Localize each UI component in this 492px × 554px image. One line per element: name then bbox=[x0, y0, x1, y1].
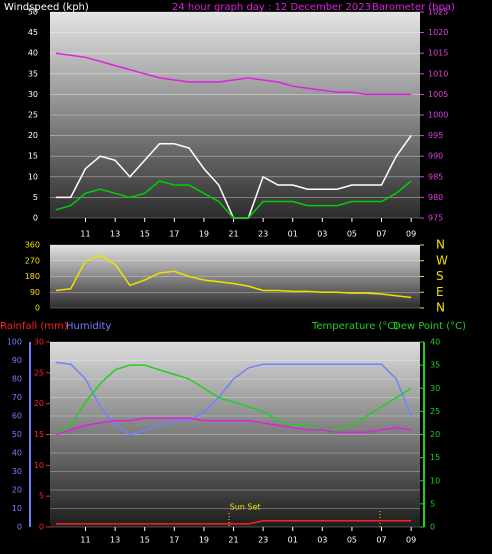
y2-tick-label: 990 bbox=[428, 152, 443, 161]
header-label: Windspeed (kph) bbox=[4, 2, 89, 13]
y-tick-label: 90 bbox=[12, 356, 22, 365]
series-line bbox=[55, 52, 412, 96]
y2-tick-label: E bbox=[436, 285, 444, 299]
x-tick-label: 03 bbox=[317, 536, 327, 545]
header-label: Temperature (°C) bbox=[311, 321, 398, 332]
x-tick-label: 17 bbox=[169, 536, 179, 545]
y2-tick-label: 1010 bbox=[428, 69, 448, 78]
y-tick-label: 15 bbox=[28, 152, 38, 161]
event-label: Sun Set bbox=[230, 503, 261, 512]
y2-tick-label: 1000 bbox=[428, 111, 448, 120]
x-tick-label: 13 bbox=[110, 536, 120, 545]
y2-tick-label: 1005 bbox=[428, 90, 448, 99]
x-tick-label: 01 bbox=[288, 536, 298, 545]
x-tick-label: 07 bbox=[376, 230, 386, 239]
x-tick-label: 15 bbox=[140, 230, 150, 239]
y2-tick-label: 5 bbox=[430, 499, 435, 508]
y-tick-label: 40 bbox=[28, 49, 38, 58]
y2-tick-label: 985 bbox=[428, 172, 443, 181]
y3-tick-label: 0 bbox=[39, 523, 44, 532]
y-tick-label: 180 bbox=[25, 272, 40, 281]
x-tick-label: 21 bbox=[228, 536, 238, 545]
x-tick-label: 13 bbox=[110, 230, 120, 239]
y2-tick-label: N bbox=[436, 301, 445, 315]
x-tick-label: 01 bbox=[288, 230, 298, 239]
y-tick-label: 30 bbox=[12, 467, 22, 476]
y2-tick-label: 40 bbox=[430, 338, 440, 347]
y-tick-label: 0 bbox=[33, 214, 38, 223]
x-tick-label: 23 bbox=[258, 536, 268, 545]
y-tick-label: 5 bbox=[33, 193, 38, 202]
y3-tick-label: 15 bbox=[34, 430, 44, 439]
y-tick-label: 50 bbox=[28, 8, 38, 17]
y-tick-label: 80 bbox=[12, 375, 22, 384]
x-tick-label: 23 bbox=[258, 230, 268, 239]
header-label: 24 hour graph day : 12 December 2023 bbox=[172, 2, 371, 13]
y-tick-label: 20 bbox=[28, 131, 38, 140]
y3-tick-label: 10 bbox=[34, 461, 44, 470]
y-tick-label: 70 bbox=[12, 393, 22, 402]
x-tick-label: 15 bbox=[140, 536, 150, 545]
y3-tick-label: 25 bbox=[34, 368, 44, 377]
series-line bbox=[55, 254, 412, 299]
y2-tick-label: 20 bbox=[430, 430, 440, 439]
y2-tick-label: 10 bbox=[430, 476, 440, 485]
x-tick-label: 11 bbox=[80, 230, 90, 239]
y-tick-label: 270 bbox=[25, 256, 40, 265]
y2-tick-label: 1025 bbox=[428, 8, 448, 17]
x-tick-label: 05 bbox=[347, 536, 357, 545]
y-tick-label: 60 bbox=[12, 412, 22, 421]
y2-tick-label: 15 bbox=[430, 453, 440, 462]
y2-tick-label: 0 bbox=[430, 523, 435, 532]
y-tick-label: 100 bbox=[7, 338, 22, 347]
y3-tick-label: 20 bbox=[34, 399, 44, 408]
y-tick-label: 25 bbox=[28, 111, 38, 120]
y-tick-label: 20 bbox=[12, 486, 22, 495]
y-tick-label: 10 bbox=[28, 172, 38, 181]
x-tick-label: 03 bbox=[317, 230, 327, 239]
y2-tick-label: 25 bbox=[430, 407, 440, 416]
series-line bbox=[55, 180, 412, 219]
header-label: Rainfall (mm) bbox=[0, 321, 68, 332]
y-tick-label: 10 bbox=[12, 504, 22, 513]
y3-tick-label: 30 bbox=[34, 338, 44, 347]
header-label: Barometer (hpa) bbox=[372, 2, 455, 13]
x-tick-label: 21 bbox=[228, 230, 238, 239]
header-label: Dew Point (°C) bbox=[393, 321, 466, 332]
y2-tick-label: 1020 bbox=[428, 28, 448, 37]
y2-tick-label: 980 bbox=[428, 193, 443, 202]
series-line bbox=[55, 361, 412, 436]
y-tick-label: 30 bbox=[28, 90, 38, 99]
x-tick-label: 19 bbox=[199, 230, 209, 239]
y-tick-label: 35 bbox=[28, 69, 38, 78]
y-tick-label: 40 bbox=[12, 449, 22, 458]
y2-tick-label: W bbox=[436, 253, 448, 267]
series-line bbox=[55, 417, 412, 436]
series-line bbox=[55, 520, 412, 525]
x-tick-label: 09 bbox=[406, 230, 416, 239]
y2-tick-label: S bbox=[436, 269, 444, 283]
y-tick-label: 90 bbox=[30, 288, 40, 297]
y-tick-label: 50 bbox=[12, 430, 22, 439]
x-tick-label: 09 bbox=[406, 536, 416, 545]
y-tick-label: 0 bbox=[17, 523, 22, 532]
y2-tick-label: 975 bbox=[428, 214, 443, 223]
y-tick-label: 0 bbox=[35, 304, 40, 313]
y-tick-label: 45 bbox=[28, 28, 38, 37]
y2-tick-label: 995 bbox=[428, 131, 443, 140]
header-label: Humidity bbox=[66, 321, 111, 332]
y2-tick-label: N bbox=[436, 238, 445, 252]
y-tick-label: 360 bbox=[25, 241, 40, 250]
series-line bbox=[55, 364, 412, 436]
y2-tick-label: 30 bbox=[430, 384, 440, 393]
x-tick-label: 05 bbox=[347, 230, 357, 239]
x-tick-label: 11 bbox=[80, 536, 90, 545]
y3-tick-label: 5 bbox=[39, 492, 44, 501]
y2-tick-label: 35 bbox=[430, 361, 440, 370]
x-tick-label: 17 bbox=[169, 230, 179, 239]
y2-tick-label: 1015 bbox=[428, 49, 448, 58]
x-tick-label: 07 bbox=[376, 536, 386, 545]
x-tick-label: 19 bbox=[199, 536, 209, 545]
